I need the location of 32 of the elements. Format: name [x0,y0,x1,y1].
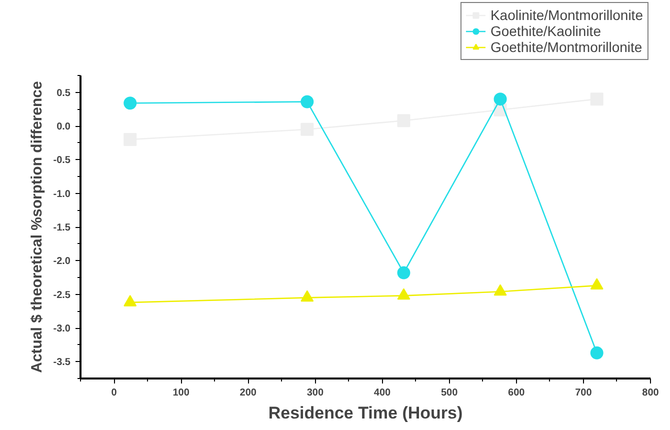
point [494,284,507,296]
x-tick-label: 200 [240,388,257,398]
x-tick-label: 0 [111,388,118,398]
y-tick-label: 0.0 [56,122,71,132]
x-tick-label: 600 [508,388,526,398]
y-tick-label: -2.0 [53,256,71,268]
legend-label: Goethite/Montmorillonite [490,39,642,55]
y-tick-label: -3.0 [53,324,71,334]
x-tick-label: 400 [374,388,392,398]
x-tick-label: 800 [642,388,660,398]
legend-label: Kaolinite/Montmorillonite [490,7,643,23]
y-tick-label: -2.5 [53,290,71,301]
point [494,92,507,106]
point [300,290,314,302]
y-tick-label: -1.0 [53,188,71,200]
x-axis-title: Residence Time (Hours) [268,404,463,422]
y-tick-label: 0.5 [56,88,71,99]
y-tick-label: -3.5 [53,357,71,368]
point [590,278,604,290]
x-tick-label: 300 [306,388,324,398]
y-axis-title: Actual $ theoretical %sorption difference [28,81,46,373]
x-tick-label: 700 [575,388,592,398]
point [397,266,410,280]
legend-label: Goethite/Kaolinite [490,23,601,39]
point [124,294,137,306]
y-tick-label: -1.5 [53,222,71,234]
point [300,95,314,108]
y-tick-label: -0.5 [53,155,71,166]
x-tick-label: 500 [440,388,458,398]
x-tick-label: 100 [172,388,190,398]
point [124,96,137,110]
point [397,288,410,300]
